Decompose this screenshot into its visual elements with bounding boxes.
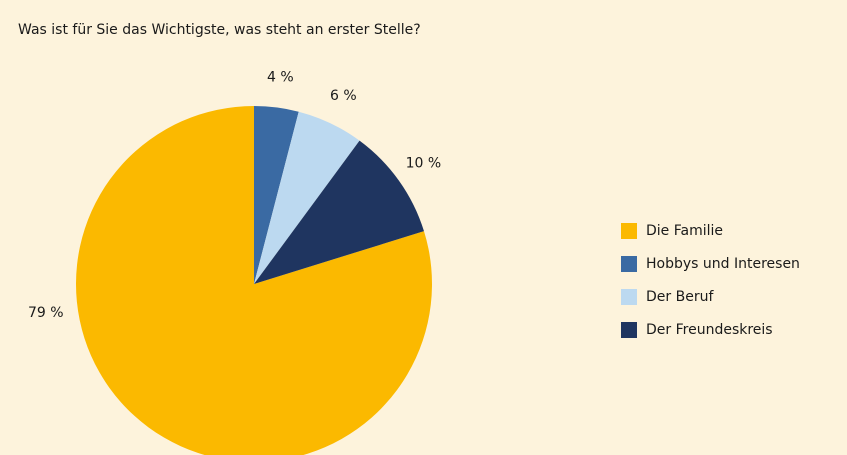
legend-label: Hobbys und Interesen bbox=[646, 256, 800, 272]
pie-slice bbox=[254, 140, 424, 284]
pie-slice bbox=[254, 111, 360, 284]
pie-slice bbox=[254, 106, 299, 284]
legend-label: Der Beruf bbox=[646, 289, 714, 305]
legend-label: Der Freundeskreis bbox=[646, 322, 773, 338]
legend-label: Die Familie bbox=[646, 223, 723, 239]
chart-title: Was ist für Sie das Wichtigste, was steh… bbox=[18, 22, 421, 38]
data-label: 10 % bbox=[406, 155, 442, 171]
pie-slice bbox=[76, 106, 432, 455]
data-label: 79 % bbox=[28, 305, 64, 321]
data-label: 6 % bbox=[330, 88, 357, 104]
legend-swatch bbox=[621, 256, 637, 272]
legend-swatch bbox=[621, 322, 637, 338]
data-label: 4 % bbox=[267, 70, 294, 86]
legend-swatch bbox=[621, 289, 637, 305]
legend-swatch bbox=[621, 223, 637, 239]
